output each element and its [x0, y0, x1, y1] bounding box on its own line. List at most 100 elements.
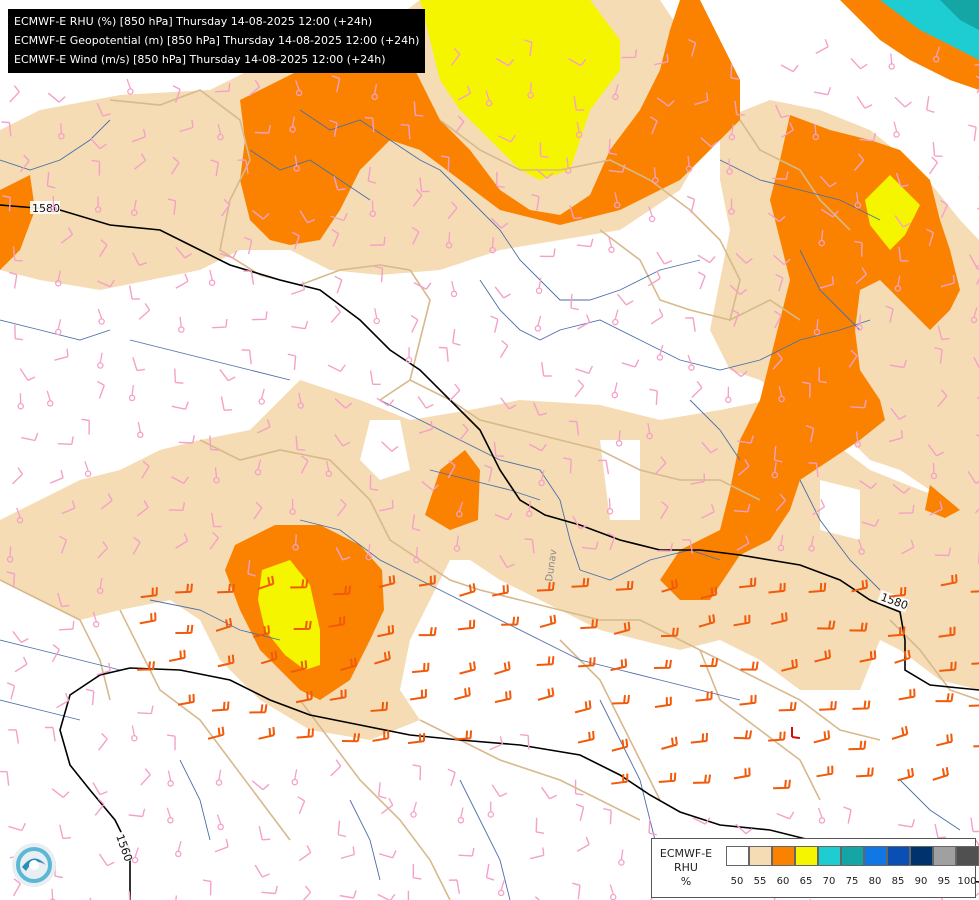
wind-barb: [374, 308, 378, 319]
wind-barb: [485, 90, 490, 101]
calm-wind-circle: [778, 395, 785, 403]
calm-wind-circle: [295, 89, 303, 97]
wind-barb: [737, 459, 750, 476]
wind-barb: [572, 882, 581, 900]
wind-barb: [407, 733, 426, 745]
wind-barb: [412, 188, 423, 207]
wind-barb: [97, 279, 115, 288]
wind-barb: [791, 727, 801, 740]
wind-barb: [937, 389, 948, 408]
wind-barb: [576, 238, 594, 248]
wind-barb: [6, 682, 16, 700]
calm-wind-circle: [17, 402, 24, 410]
wind-barb: [218, 769, 222, 780]
wind-barb: [611, 738, 629, 752]
wind-barb: [131, 384, 135, 395]
wind-barb: [167, 198, 177, 215]
wind-barb: [369, 474, 379, 491]
wind-barb: [175, 583, 193, 594]
wind-barb: [494, 690, 512, 704]
wind-barb: [328, 616, 346, 628]
wind-barb: [607, 532, 616, 551]
map-header: ECMWF-E RHU (%) [850 hPa] Thursday 14-08…: [8, 9, 426, 73]
wind-barb: [621, 359, 640, 368]
wind-barb: [251, 209, 270, 220]
wind-barb: [578, 657, 596, 668]
wind-barb: [734, 100, 745, 116]
wind-barb: [859, 480, 878, 490]
wind-barb: [449, 383, 461, 401]
legend-tick-label: 95: [937, 876, 951, 887]
wind-barb: [372, 730, 390, 742]
wind-barb: [254, 124, 271, 134]
calm-wind-circle: [728, 208, 735, 215]
calm-wind-circle: [858, 548, 865, 555]
wind-barb: [297, 796, 306, 815]
legend-title-variable: RHU: [674, 861, 698, 874]
wind-barb: [895, 172, 909, 188]
legend-swatch: [933, 846, 956, 866]
wind-barb: [648, 819, 657, 836]
contour-label-1560: 1560: [113, 833, 135, 864]
wind-barb: [54, 862, 63, 879]
calm-wind-circle: [92, 621, 100, 628]
wind-barb: [14, 324, 24, 341]
wind-barb: [700, 586, 718, 600]
wind-barb: [212, 319, 228, 329]
wind-barb: [693, 774, 711, 784]
wind-barb: [937, 325, 950, 341]
header-line-geopotential: ECMWF-E Geopotential (m) [850 hPa] Thurs…: [14, 34, 420, 47]
wind-barb: [855, 431, 859, 442]
wind-barb: [141, 460, 150, 479]
wind-barb: [608, 139, 618, 156]
wind-barb: [934, 547, 951, 557]
wind-barb: [577, 730, 595, 744]
wind-barb: [659, 344, 664, 355]
wind-barb: [975, 75, 979, 94]
rhu-legend: ECMWF-E RHU % 50 55 60 65 70 75 80 85 90 95 100: [651, 838, 979, 898]
wind-barb: [98, 853, 115, 867]
wind-barb: [367, 166, 377, 184]
legend-title-model: ECMWF-E: [659, 847, 713, 860]
wind-barb: [850, 399, 867, 409]
wind-barb: [648, 206, 653, 217]
wind-barb: [891, 726, 909, 740]
wind-barb: [1, 121, 12, 137]
wind-barb: [940, 574, 958, 587]
wind-barb: [413, 281, 432, 290]
wind-barb: [381, 797, 394, 815]
wind-barb: [329, 689, 347, 701]
wind-barb: [217, 583, 235, 594]
wind-barb: [856, 96, 873, 109]
wind-barb: [133, 199, 137, 210]
wind-barb: [496, 58, 515, 67]
wind-barb: [491, 237, 494, 248]
wind-barb: [817, 620, 836, 630]
calm-wind-circle: [445, 242, 453, 249]
wind-barb: [411, 226, 420, 245]
wind-barb: [296, 728, 314, 739]
wind-barb: [735, 823, 753, 835]
wind-barb: [885, 305, 894, 323]
wind-barb: [898, 818, 916, 828]
wind-barb: [534, 896, 541, 900]
wind-barb: [340, 657, 357, 672]
wind-barb: [613, 621, 631, 635]
wind-barb: [612, 694, 630, 705]
wind-barb: [368, 544, 371, 555]
wind-barb: [733, 767, 751, 780]
wind-barb: [411, 514, 421, 532]
wind-barb: [126, 78, 131, 89]
wind-barb: [531, 193, 540, 211]
wind-barb: [970, 817, 979, 833]
wind-barb: [485, 863, 495, 881]
country-borders: [0, 89, 979, 900]
wind-barb: [99, 239, 108, 258]
wind-barb: [647, 270, 661, 287]
wind-barb: [737, 435, 754, 444]
calm-wind-circle: [84, 470, 92, 477]
wind-barb: [570, 293, 579, 311]
wind-barb: [11, 467, 24, 485]
wind-barb: [257, 575, 275, 590]
